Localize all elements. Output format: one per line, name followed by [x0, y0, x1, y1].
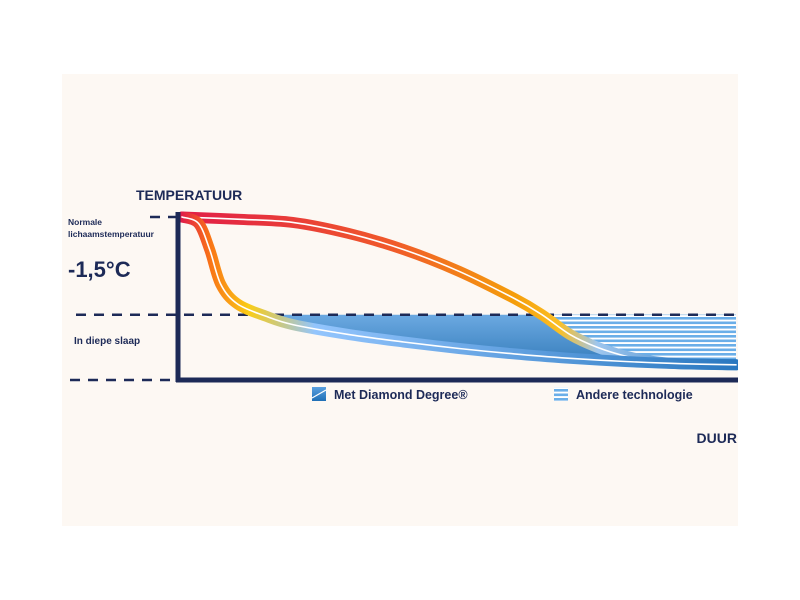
- temperature-drop-label: -1,5°C: [68, 257, 131, 282]
- diamond-degree-line-highlight: [181, 216, 737, 366]
- deep-sleep-label: In diepe slaap: [74, 336, 140, 347]
- legend: Met Diamond Degree® Andere technologie: [311, 387, 693, 402]
- other-technology-area: [542, 314, 736, 365]
- normal-temperature-label-line2: lichaamstemperatuur: [68, 229, 155, 239]
- legend-swatch-other-technology: [554, 387, 568, 401]
- temperature-duration-chart: TEMPERATUUR DUUR Normale lichaamstempera…: [68, 187, 738, 446]
- chart-card: TEMPERATUUR DUUR Normale lichaamstempera…: [62, 74, 738, 526]
- y-axis-title: TEMPERATUUR: [136, 187, 242, 203]
- legend-label-other-technology: Andere technologie: [576, 388, 693, 402]
- legend-swatch-diamond-degree-highlight: [311, 389, 327, 399]
- legend-label-diamond-degree: Met Diamond Degree®: [334, 388, 468, 402]
- normal-temperature-label-line1: Normale: [68, 217, 102, 227]
- x-axis-title: DUUR: [697, 430, 737, 446]
